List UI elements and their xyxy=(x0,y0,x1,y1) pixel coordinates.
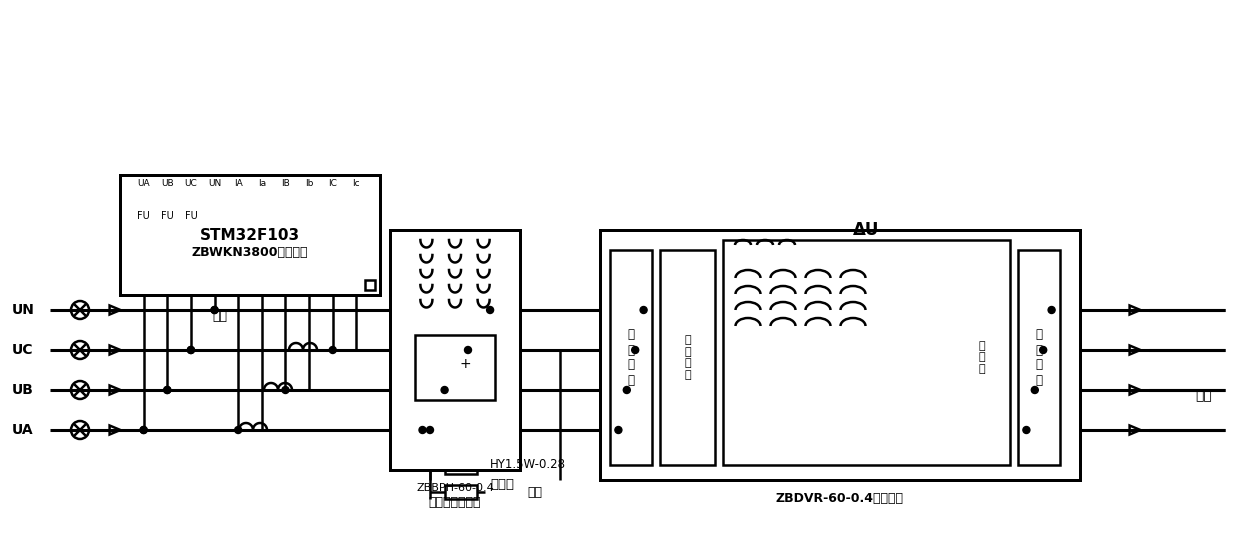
Text: 不平衡补偿模块: 不平衡补偿模块 xyxy=(429,496,481,508)
Circle shape xyxy=(234,426,242,434)
Bar xyxy=(610,250,652,465)
Bar xyxy=(160,180,175,208)
Text: FU: FU xyxy=(185,211,197,221)
Text: IC: IC xyxy=(329,179,337,187)
Text: IB: IB xyxy=(281,179,290,187)
Circle shape xyxy=(1032,387,1038,394)
Text: +: + xyxy=(459,357,471,371)
Circle shape xyxy=(465,347,471,353)
Text: UC: UC xyxy=(12,343,33,357)
Circle shape xyxy=(1048,306,1055,313)
Text: ΔU: ΔU xyxy=(853,221,879,239)
Text: UN: UN xyxy=(12,303,35,317)
Circle shape xyxy=(1023,426,1030,434)
Circle shape xyxy=(211,306,218,313)
Circle shape xyxy=(1039,347,1047,353)
Text: FU: FU xyxy=(161,211,174,221)
Bar xyxy=(415,335,495,400)
Circle shape xyxy=(624,387,630,394)
Bar xyxy=(660,250,715,465)
Text: STM32F103: STM32F103 xyxy=(200,228,300,242)
Text: ZBBPH-60-0.4: ZBBPH-60-0.4 xyxy=(417,483,494,493)
Circle shape xyxy=(187,347,195,353)
Text: 用户: 用户 xyxy=(1195,388,1211,402)
Text: UA: UA xyxy=(138,179,150,187)
Text: UC: UC xyxy=(185,179,197,187)
Bar xyxy=(600,230,1080,480)
Text: UB: UB xyxy=(12,383,33,397)
Circle shape xyxy=(427,426,434,434)
Circle shape xyxy=(140,426,148,434)
Circle shape xyxy=(281,387,289,394)
Bar xyxy=(365,280,374,290)
Circle shape xyxy=(330,347,336,353)
Text: 通讯: 通讯 xyxy=(212,311,227,323)
Text: 通讯: 通讯 xyxy=(527,485,543,498)
Text: ZBWKN3800监控终端: ZBWKN3800监控终端 xyxy=(192,246,309,259)
Text: 避雷器: 避雷器 xyxy=(490,478,515,491)
Text: 进
线
端
子: 进 线 端 子 xyxy=(627,329,635,387)
Bar xyxy=(391,230,520,470)
Circle shape xyxy=(486,306,494,313)
Circle shape xyxy=(211,306,218,313)
Bar xyxy=(184,180,198,208)
Bar xyxy=(445,485,477,499)
Bar xyxy=(136,180,150,208)
Bar xyxy=(445,438,477,452)
Text: HY1.5W-0.28: HY1.5W-0.28 xyxy=(490,459,565,472)
Circle shape xyxy=(640,306,647,313)
Text: Ic: Ic xyxy=(352,179,360,187)
Text: UA: UA xyxy=(12,423,33,437)
Circle shape xyxy=(164,387,171,394)
Text: ZBDVR-60-0.4调压模块: ZBDVR-60-0.4调压模块 xyxy=(776,491,904,505)
Text: Ia: Ia xyxy=(258,179,265,187)
Bar xyxy=(1018,250,1060,465)
Bar xyxy=(445,460,477,474)
Circle shape xyxy=(164,387,171,394)
Circle shape xyxy=(441,387,448,394)
Text: Ib: Ib xyxy=(305,179,314,187)
Circle shape xyxy=(187,347,195,353)
Circle shape xyxy=(615,426,622,434)
Text: UN: UN xyxy=(208,179,221,187)
Bar xyxy=(120,175,379,295)
Text: 继
电
器: 继 电 器 xyxy=(978,341,986,374)
Text: IA: IA xyxy=(234,179,243,187)
Text: FU: FU xyxy=(138,211,150,221)
Circle shape xyxy=(631,347,639,353)
Text: 出
线
端
子: 出 线 端 子 xyxy=(1035,329,1043,387)
Bar xyxy=(723,240,1011,465)
Circle shape xyxy=(140,426,148,434)
Text: UB: UB xyxy=(161,179,174,187)
Text: 过
滤
电
容: 过 滤 电 容 xyxy=(684,335,691,380)
Circle shape xyxy=(419,426,427,434)
